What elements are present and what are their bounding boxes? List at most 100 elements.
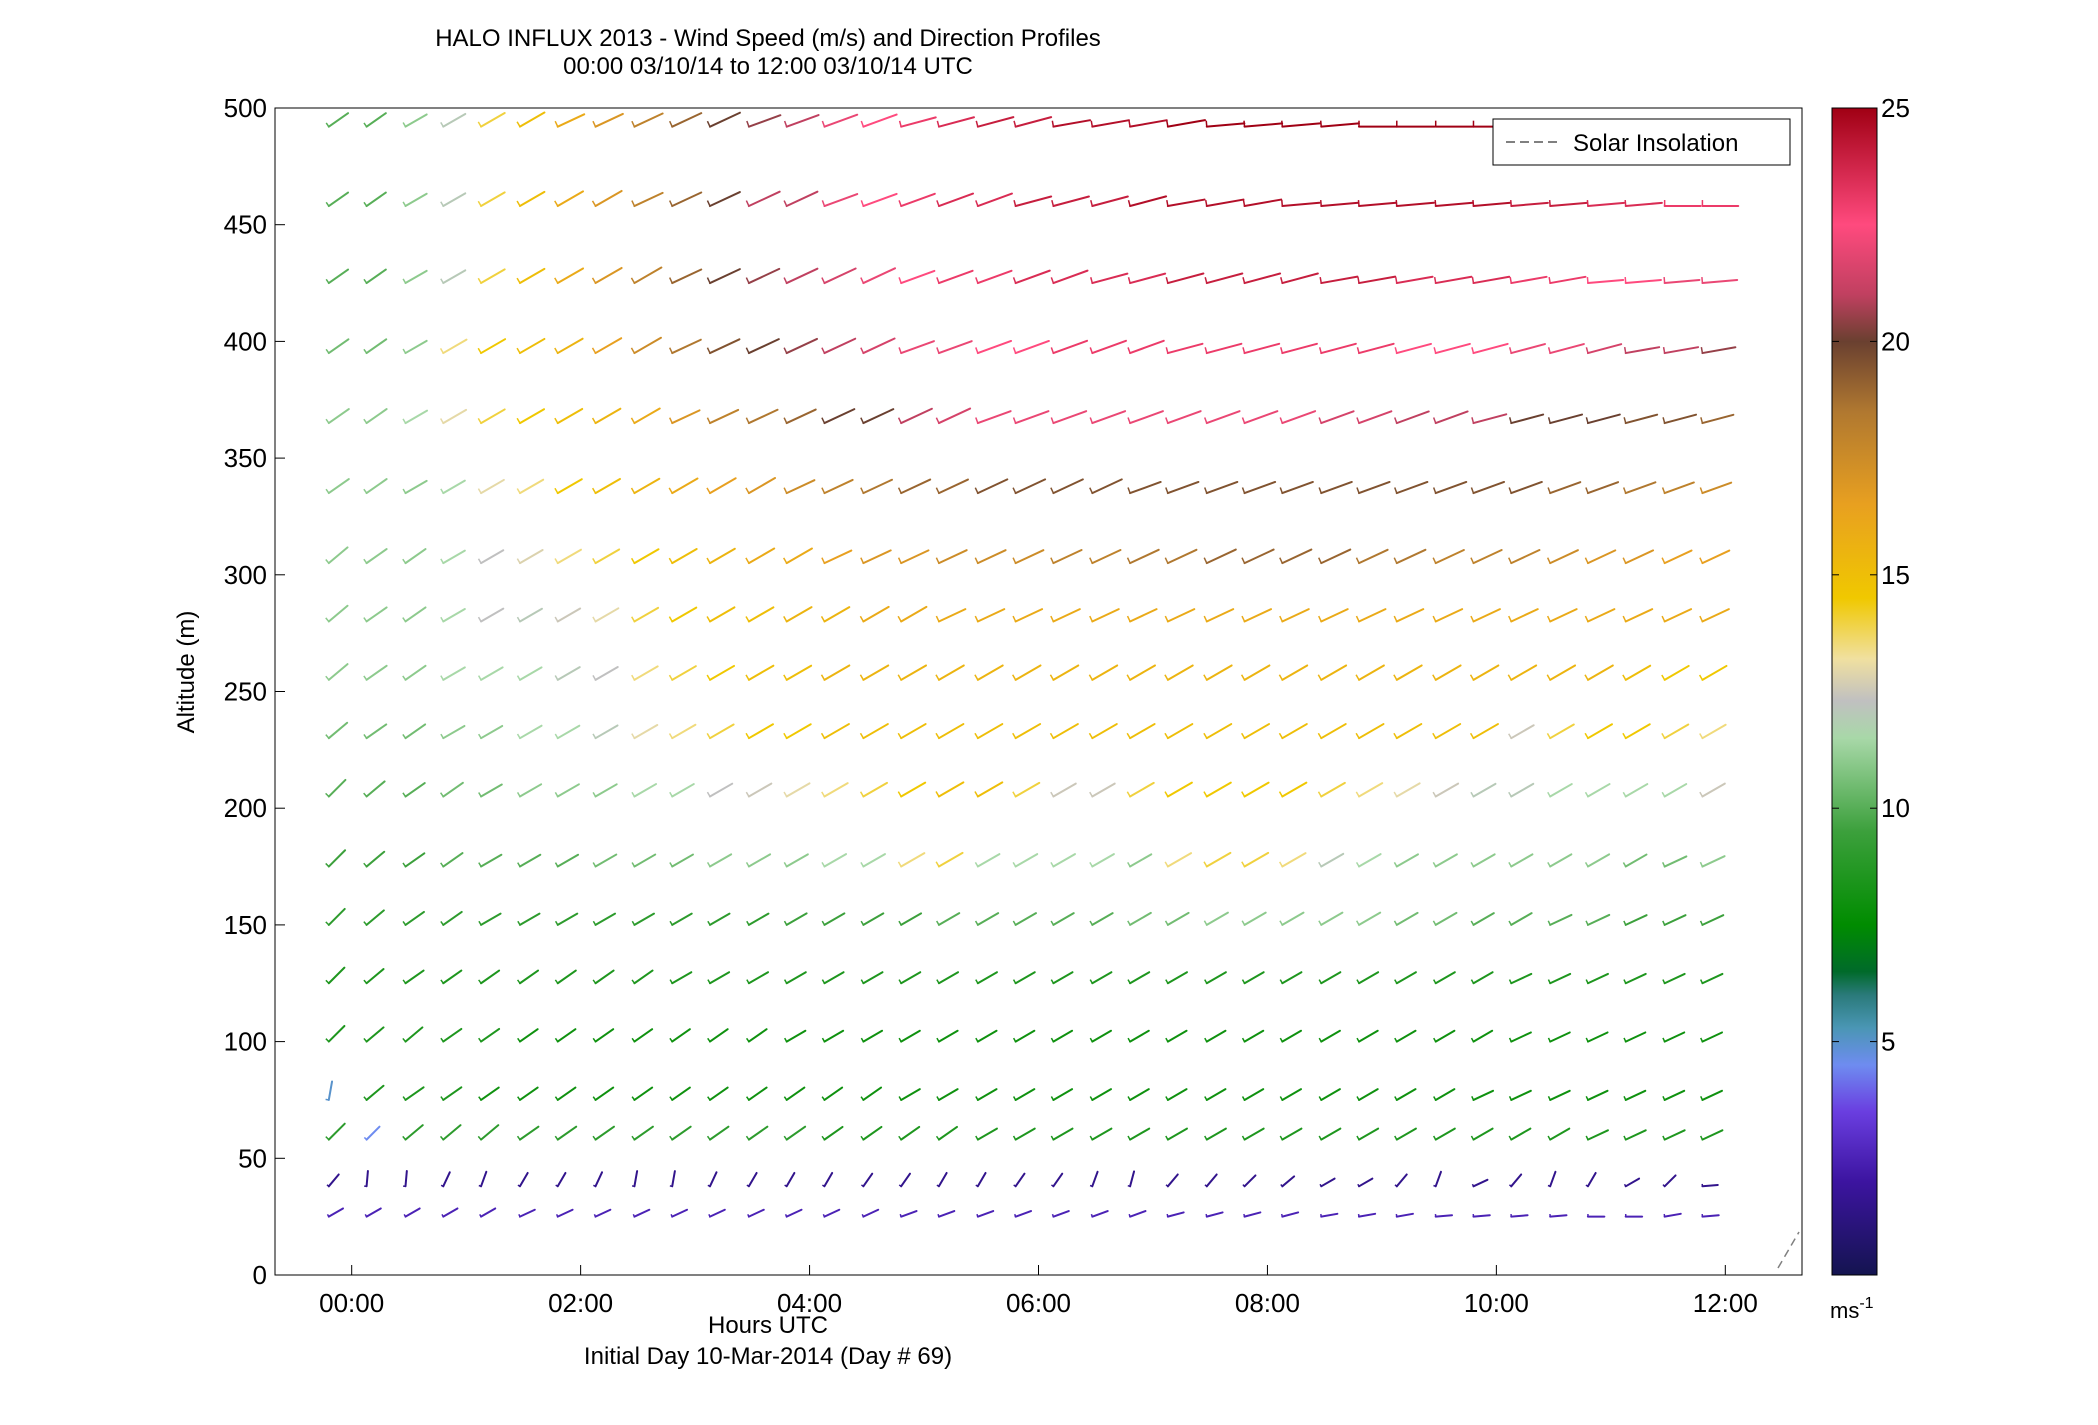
wind-barb-tick — [1547, 1184, 1551, 1188]
wind-barb — [1434, 853, 1458, 868]
wind-barb — [1129, 410, 1164, 425]
wind-barb — [1395, 275, 1434, 285]
wind-barb-tick — [402, 1037, 407, 1043]
y-tick-label: 50 — [238, 1143, 267, 1173]
wind-barb — [633, 548, 660, 565]
wind-barb-tick — [1165, 1135, 1169, 1141]
wind-barb — [900, 1210, 918, 1218]
wind-barb-tick — [517, 1096, 521, 1101]
wind-barb — [1205, 911, 1229, 926]
wind-barb — [594, 912, 617, 926]
wind-barb — [823, 1086, 844, 1101]
wind-barb — [1663, 346, 1700, 355]
wind-barb — [633, 606, 660, 623]
wind-barb — [862, 337, 896, 355]
wind-barb — [708, 912, 731, 926]
wind-barb — [976, 608, 1006, 623]
wind-barb-tick — [975, 347, 979, 354]
y-axis: 0 50 100 150 200 250 300 350 400 450 500 — [224, 93, 285, 1290]
wind-barb-tick — [706, 487, 711, 494]
wind-barb — [823, 971, 845, 985]
wind-barb-tick — [1356, 487, 1360, 494]
wind-barb — [1205, 1173, 1218, 1188]
wind-barb — [594, 112, 624, 128]
wind-barb — [1510, 1173, 1523, 1188]
wind-barb — [862, 1172, 874, 1188]
wind-barb-tick — [554, 675, 559, 681]
wind-barb-tick — [1127, 862, 1131, 867]
wind-barb — [1129, 480, 1162, 495]
wind-barb-tick — [707, 1037, 711, 1043]
wind-barb — [708, 338, 741, 355]
wind-barb — [1243, 664, 1271, 681]
wind-barb — [747, 1086, 768, 1101]
wind-barb-tick — [936, 277, 940, 284]
y-tick-label: 300 — [224, 560, 267, 590]
wind-barb — [1320, 342, 1357, 355]
wind-barb-tick — [669, 791, 673, 797]
wind-barb — [937, 1088, 959, 1101]
wind-barb — [633, 783, 658, 798]
wind-barb — [1434, 342, 1471, 355]
wind-barb-tick — [1469, 674, 1475, 681]
wind-barb-tick — [936, 1096, 940, 1101]
wind-barb — [1434, 1029, 1456, 1043]
wind-barb-tick — [1470, 862, 1475, 867]
wind-barb-tick — [1508, 920, 1512, 926]
wind-barb-tick — [592, 862, 597, 867]
wind-barb-tick — [1661, 557, 1666, 564]
wind-barb — [1434, 201, 1474, 208]
wind-barb — [1091, 272, 1129, 285]
wind-barb — [937, 971, 960, 985]
wind-barb — [1166, 781, 1193, 798]
wind-barb — [1243, 723, 1271, 740]
wind-barb — [518, 478, 545, 495]
wind-barb — [1434, 664, 1462, 681]
wind-barb-tick — [784, 1037, 788, 1042]
wind-barb-tick — [1278, 674, 1283, 681]
wind-barb — [1014, 608, 1044, 623]
wind-barb-tick — [1432, 674, 1437, 681]
wind-barb — [1586, 608, 1616, 623]
wind-barb-tick — [1508, 615, 1512, 622]
wind-barb — [1205, 272, 1244, 285]
wind-barb-tick — [440, 675, 444, 681]
wind-barb — [823, 549, 853, 565]
wind-barb-tick — [1699, 979, 1704, 984]
wind-barb-tick — [1394, 1037, 1398, 1042]
wind-barb-tick — [821, 1037, 826, 1042]
wind-barb — [747, 1125, 769, 1141]
wind-barb — [1243, 851, 1270, 868]
wind-barb — [594, 1125, 615, 1141]
x-tick-label: 02:00 — [548, 1288, 613, 1318]
legend-label-solar-insolation: Solar Insolation — [1573, 130, 1738, 157]
wind-barb — [633, 1208, 651, 1218]
colorbar-tick-label: 20 — [1881, 326, 1910, 356]
wind-barb — [900, 723, 927, 740]
wind-barb-tick — [706, 277, 711, 284]
wind-barb-tick — [1356, 347, 1360, 354]
wind-barb — [708, 1171, 718, 1188]
wind-barb-tick — [706, 674, 711, 681]
wind-barb — [1395, 1088, 1417, 1101]
wind-barb — [365, 850, 386, 868]
wind-barb-tick — [1700, 1096, 1704, 1101]
wind-barb-tick — [1585, 347, 1589, 354]
wind-barb — [327, 1173, 340, 1188]
wind-barb-tick — [592, 792, 597, 797]
wind-barbs — [325, 111, 1741, 1218]
wind-barb — [785, 1125, 807, 1141]
wind-barb — [442, 910, 463, 926]
wind-barb-tick — [1622, 791, 1627, 797]
wind-barb-tick — [1317, 732, 1322, 739]
wind-barb — [556, 969, 577, 985]
wind-barb-tick — [1014, 1213, 1017, 1217]
wind-barb-tick — [860, 1096, 864, 1101]
wind-barb-tick — [1584, 732, 1589, 739]
wind-barb — [1395, 410, 1430, 425]
wind-barb — [1243, 608, 1273, 623]
wind-barb-tick — [1319, 277, 1322, 284]
wind-barb — [976, 723, 1004, 740]
wind-barb-tick — [1507, 674, 1512, 681]
wind-barb — [1014, 781, 1041, 798]
